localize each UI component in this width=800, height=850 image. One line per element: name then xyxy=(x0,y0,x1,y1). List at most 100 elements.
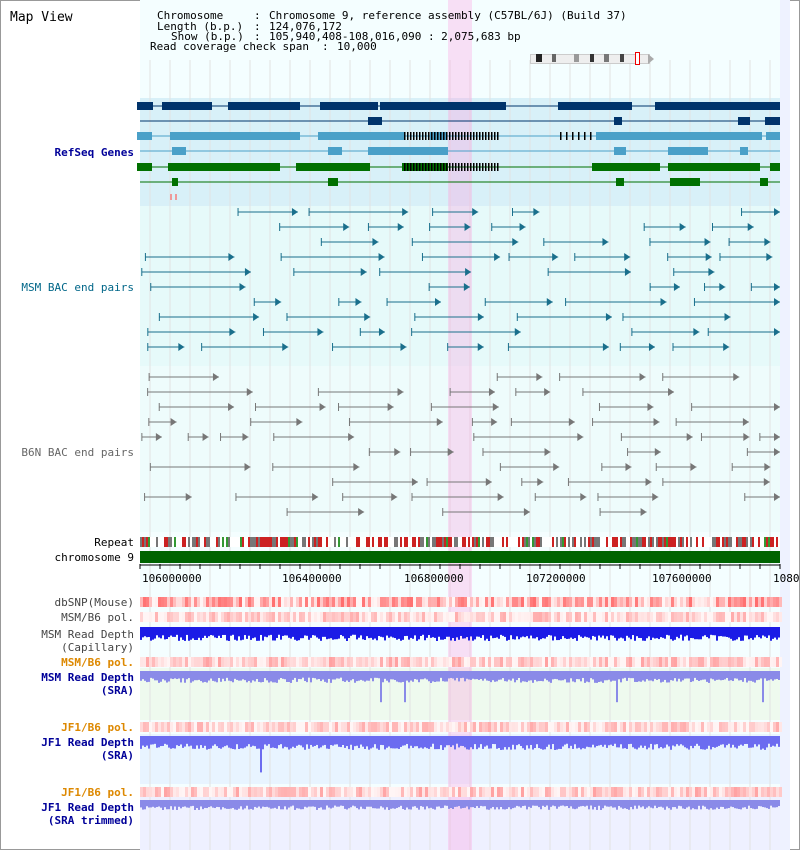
msm-depth-sra xyxy=(244,671,246,681)
msm-pol-heat xyxy=(713,612,716,622)
jf1-depth-trim xyxy=(658,800,660,807)
msm-depth-sra xyxy=(510,671,512,681)
dbsnp-heat xyxy=(548,597,551,607)
msm-depth-sra xyxy=(208,671,210,681)
repeat-mark xyxy=(420,537,422,547)
jf1-pol-heat xyxy=(260,722,263,732)
repeat-mark xyxy=(602,537,604,547)
jf1-depth-sra xyxy=(674,736,676,747)
msm-depth-sra xyxy=(486,671,488,681)
msm-pol-heat xyxy=(329,612,332,622)
jf1-pol-heat xyxy=(251,722,254,732)
msm-read-depth-cap-label[interactable]: MSM Read Depth xyxy=(41,628,134,641)
jf1-depth-sra xyxy=(162,736,164,746)
msm-depth-cap xyxy=(540,627,542,640)
jf1-pol2-heat xyxy=(743,787,746,797)
msm-pol-heat xyxy=(506,612,509,622)
jf1-depth-trim xyxy=(540,800,542,810)
repeat-mark xyxy=(322,537,324,547)
jf1-b6-pol-label-2[interactable]: JF1/B6 pol. xyxy=(61,786,134,799)
msm-bac-label[interactable]: MSM BAC end pairs xyxy=(21,281,134,294)
msm-depth-sra xyxy=(610,671,612,682)
msm-pol-heat xyxy=(461,612,464,622)
msm-pol-heat xyxy=(512,612,515,622)
jf1-depth-sra xyxy=(658,736,660,749)
msm-pol2-heat xyxy=(770,657,773,667)
msm-depth-sra xyxy=(762,671,764,703)
msm-depth-sra xyxy=(396,671,398,682)
msm-depth-cap xyxy=(496,627,498,638)
msm-pol2-heat xyxy=(620,657,623,667)
refseq-genes-label[interactable]: RefSeq Genes xyxy=(54,146,134,159)
repeat-mark xyxy=(220,537,222,547)
repeat-mark xyxy=(216,537,218,547)
msm-depth-cap xyxy=(594,627,596,637)
jf1-depth-sra xyxy=(612,736,614,746)
jf1-depth-trim xyxy=(524,800,526,806)
jf1-depth-trim xyxy=(536,800,538,806)
msm-pol-heat xyxy=(452,612,455,622)
jf1-depth-trim xyxy=(242,800,244,810)
msm-b6-pol-label-2[interactable]: MSM/B6 pol. xyxy=(61,656,134,669)
jf1-depth-sra xyxy=(282,736,284,749)
msm-depth-cap xyxy=(148,627,150,637)
dbsnp-heat xyxy=(578,597,581,607)
msm-pol2-heat xyxy=(746,657,749,667)
msm-pol-heat xyxy=(524,612,527,622)
msm-depth-cap xyxy=(216,627,218,639)
jf1-depth-trim xyxy=(252,800,254,810)
msm-depth-cap xyxy=(294,627,296,640)
jf1-read-depth-trim-label[interactable]: JF1 Read Depth xyxy=(41,801,134,814)
jf1-depth-trim xyxy=(660,800,662,807)
b6n-bac-pair xyxy=(690,463,697,471)
msm-pol2-heat xyxy=(140,657,143,667)
jf1-depth-sra xyxy=(776,736,778,744)
msm-depth-sra xyxy=(210,671,212,679)
jf1-pol2-heat xyxy=(467,787,470,797)
msm-depth-sra xyxy=(570,671,572,679)
dbsnp-label[interactable]: dbSNP(Mouse) xyxy=(54,596,134,609)
msm-depth-cap xyxy=(436,627,438,641)
jf1-pol2-heat xyxy=(368,787,371,797)
msm-depth-cap xyxy=(302,627,304,639)
msm-depth-sra xyxy=(450,671,452,678)
jf1-depth-sra xyxy=(388,736,390,747)
jf1-pol-heat xyxy=(740,722,743,732)
jf1-pol-heat xyxy=(485,722,488,732)
msm-pol2-heat xyxy=(299,657,302,667)
jf1-pol2-heat xyxy=(692,787,695,797)
msm-pol2-heat xyxy=(482,657,485,667)
jf1-pol2-heat xyxy=(464,787,467,797)
msm-depth-sra xyxy=(332,671,334,680)
msm-depth-sra xyxy=(394,671,396,681)
jf1-depth-trim xyxy=(244,800,246,809)
jf1-depth-sra xyxy=(638,736,640,748)
repeat-label[interactable]: Repeat xyxy=(94,536,134,549)
jf1-b6-pol-label-1[interactable]: JF1/B6 pol. xyxy=(61,721,134,734)
dbsnp-heat xyxy=(173,597,176,607)
jf1-depth-sra xyxy=(748,736,750,748)
repeat-mark xyxy=(726,537,728,547)
jf1-pol-heat xyxy=(677,722,680,732)
msm-pol2-heat xyxy=(614,657,617,667)
msm-depth-sra xyxy=(380,671,382,703)
msm-depth-sra xyxy=(156,671,158,681)
repeat-mark xyxy=(644,537,646,547)
b6n-bac-label[interactable]: B6N BAC end pairs xyxy=(21,446,134,459)
jf1-depth-trim xyxy=(690,800,692,810)
jf1-read-depth-sra-label[interactable]: JF1 Read Depth xyxy=(41,736,134,749)
msm-read-depth-sra-label[interactable]: MSM Read Depth xyxy=(41,671,134,684)
msm-b6-pol-label-1[interactable]: MSM/B6 pol. xyxy=(61,611,134,624)
msm-pol-heat xyxy=(323,612,326,622)
jf1-depth-sra xyxy=(558,736,560,749)
jf1-depth-sra xyxy=(746,736,748,744)
jf1-depth-sra xyxy=(574,736,576,745)
msm-depth-cap xyxy=(490,627,492,636)
msm-pol-heat xyxy=(488,612,491,622)
repeat-mark xyxy=(208,537,210,547)
jf1-depth-trim xyxy=(178,800,180,807)
jf1-depth-trim xyxy=(168,800,170,810)
chromosome-ideogram[interactable] xyxy=(530,52,654,65)
msm-depth-cap xyxy=(140,627,142,640)
